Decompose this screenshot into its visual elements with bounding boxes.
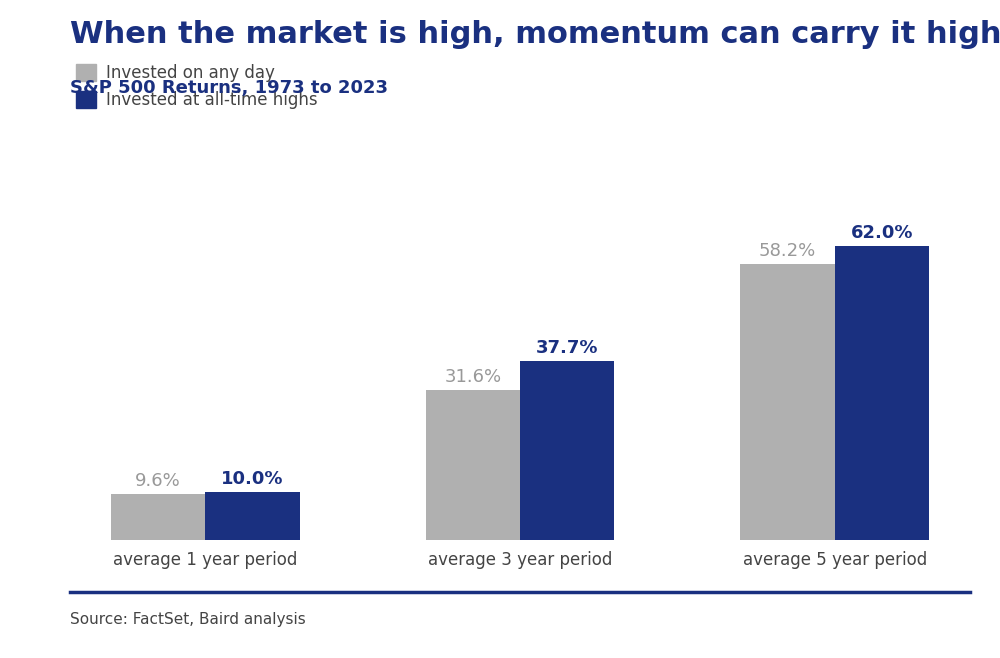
Bar — [205, 492, 300, 540]
Text: S&P 500 Returns, 1973 to 2023: S&P 500 Returns, 1973 to 2023 — [70, 79, 388, 97]
Bar — [835, 246, 929, 540]
Bar — [426, 390, 520, 540]
Text: 58.2%: 58.2% — [759, 242, 816, 260]
Text: When the market is high, momentum can carry it higher: When the market is high, momentum can ca… — [70, 20, 1000, 49]
Legend: Invested on any day, Invested at all-time highs: Invested on any day, Invested at all-tim… — [69, 57, 324, 116]
Text: 62.0%: 62.0% — [851, 224, 913, 242]
Bar — [520, 361, 614, 540]
Text: 37.7%: 37.7% — [536, 339, 598, 357]
Bar — [111, 494, 205, 540]
Text: 10.0%: 10.0% — [221, 470, 284, 488]
Text: Source: FactSet, Baird analysis: Source: FactSet, Baird analysis — [70, 612, 306, 627]
Text: 31.6%: 31.6% — [444, 368, 501, 386]
Bar — [740, 264, 835, 540]
Text: 9.6%: 9.6% — [135, 472, 181, 490]
